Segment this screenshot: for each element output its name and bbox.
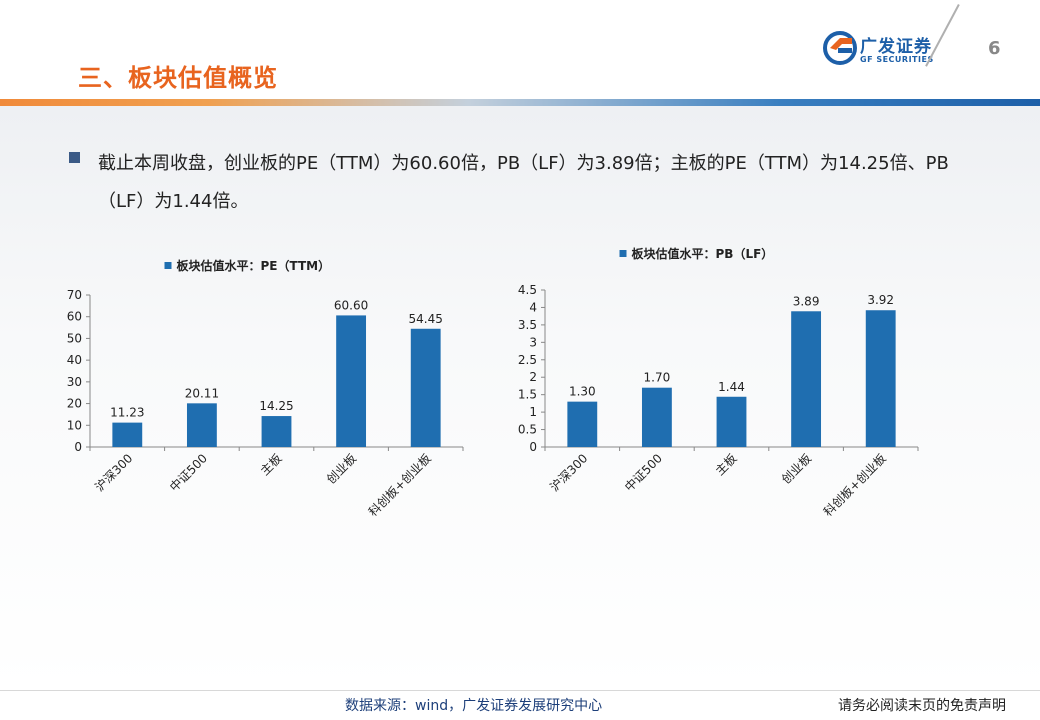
y-tick-label: 3.5 [518,318,537,332]
y-tick-label: 60 [67,310,82,324]
x-category-label: 中证500 [166,451,210,495]
y-tick-label: 2.5 [518,353,537,367]
y-tick-label: 1 [529,405,537,419]
x-category-label: 科创板+创业板 [366,451,434,519]
slide-header: 三、板块估值概览 广发证券 GF SECURITIES 6 [0,0,1040,106]
y-tick-label: 2 [529,370,537,384]
bar-value-label: 1.70 [644,371,671,385]
chart-legend: 板块估值水平：PB（LF） [619,246,774,261]
bar [865,310,896,447]
bar [410,328,441,447]
header-gradient-bar [0,99,1040,106]
legend-swatch [164,262,172,269]
bar-value-label: 20.11 [185,386,219,400]
bar [186,403,217,447]
bar-value-label: 3.89 [793,294,820,308]
bar-value-label: 1.30 [569,385,596,399]
x-category-label: 沪深300 [547,451,590,494]
y-tick-label: 50 [67,331,82,345]
bar-value-label: 1.44 [718,380,745,394]
x-category-label: 创业板 [324,451,359,486]
y-tick-label: 4.5 [518,283,537,297]
bar [567,401,598,447]
bar-value-label: 14.25 [259,399,293,413]
bar-value-label: 54.45 [409,312,443,326]
y-tick-label: 1.5 [518,388,537,402]
bar [261,416,292,447]
bar [112,422,143,447]
x-category-label: 主板 [713,451,740,478]
gf-logo-icon [823,31,857,65]
y-tick-label: 10 [67,418,82,432]
legend-label: 板块估值水平：PE（TTM） [177,258,331,273]
bar [716,396,747,447]
y-tick-label: 4 [529,300,537,314]
x-category-label: 创业板 [779,451,814,486]
bar [336,315,367,447]
footer-source: 数据来源：wind，广发证券发展研究中心 [345,698,603,714]
bar [641,387,672,447]
bar-value-label: 60.60 [334,298,368,312]
gf-securities-logo: 广发证券 GF SECURITIES [822,30,942,70]
y-tick-label: 20 [67,397,82,411]
bar-value-label: 11.23 [110,406,144,420]
footer-disclaimer: 请务必阅读末页的免责声明 [838,698,1006,714]
y-tick-label: 3 [529,335,537,349]
logo-text-en: GF SECURITIES [860,55,934,64]
bar [791,311,822,447]
x-category-label: 科创板+创业板 [821,451,889,519]
pe-bar-chart: 板块估值水平：PE（TTM） 0 10 20 30 40 50 60 70 11.23 沪深300 2… [67,258,464,519]
slide-title: 三、板块估值概览 [78,63,278,92]
pb-bar-chart: 板块估值水平：PB（LF） 0 0.5 1 1.5 2 2.5 3 3.5 4 4.5 1.30 沪深3… [518,246,919,519]
footer-divider [0,690,1040,691]
x-category-label: 主板 [258,451,285,478]
x-category-label: 中证500 [621,451,665,495]
bullet-square-icon [69,152,80,163]
y-tick-label: 30 [67,375,82,389]
page-number: 6 [988,38,1001,59]
logo-text-cn: 广发证券 [860,37,932,57]
x-category-label: 沪深300 [92,451,135,494]
legend-label: 板块估值水平：PB（LF） [632,246,774,261]
legend-swatch [619,250,627,257]
y-tick-label: 0 [74,440,82,454]
y-tick-label: 40 [67,353,82,367]
y-tick-label: 0 [529,440,537,454]
chart-legend: 板块估值水平：PE（TTM） [164,258,331,273]
y-tick-label: 0.5 [518,423,537,437]
y-tick-label: 70 [67,288,82,302]
bar-value-label: 3.92 [867,293,894,307]
bullet-text: 截止本周收盘，创业板的PE（TTM）为60.60倍，PB（LF）为3.89倍；主… [98,153,949,212]
